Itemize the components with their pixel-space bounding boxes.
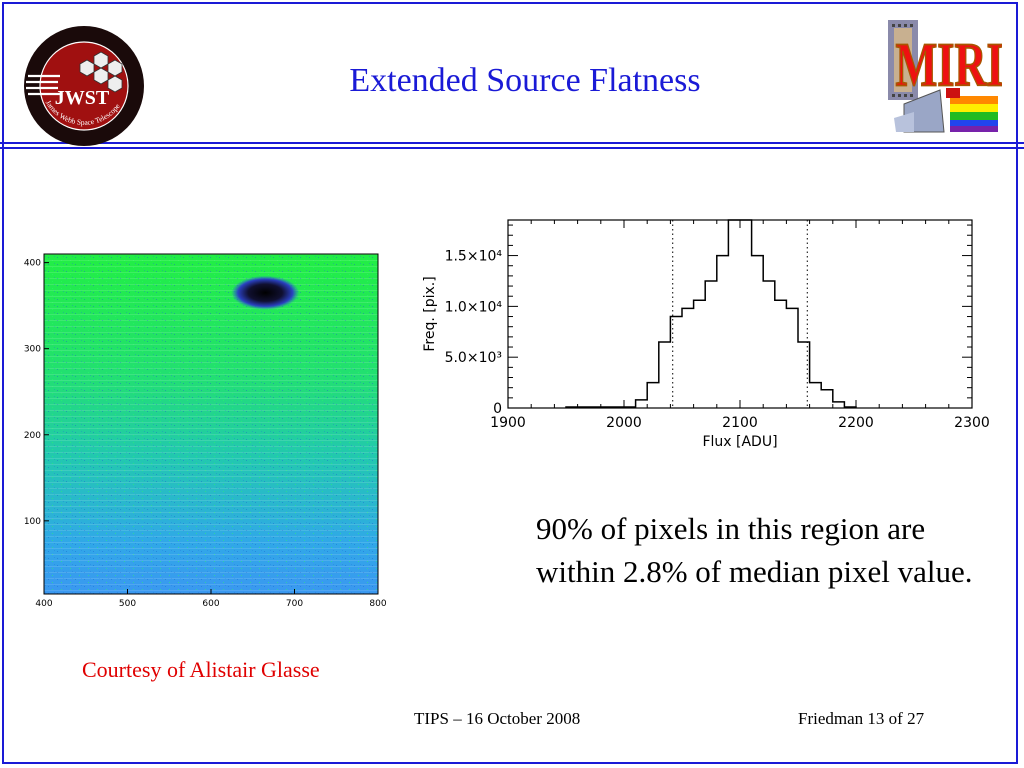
- y-tick-label: 0: [493, 401, 502, 417]
- header-rule-secondary: [0, 147, 1024, 149]
- x-tick-label: 2100: [722, 415, 758, 431]
- histogram-bin: [740, 220, 752, 408]
- histogram-bin: [810, 383, 822, 408]
- histogram-bin: [728, 220, 740, 408]
- heatmap-x-tick-label: 500: [119, 599, 136, 609]
- footer-page: Friedman 13 of 27: [798, 709, 925, 728]
- histogram-bin: [833, 402, 845, 408]
- miri-logo-icon: MIRI: [888, 20, 1002, 133]
- histogram-bin: [682, 308, 694, 408]
- y-tick-label: 5.0×10³: [445, 350, 502, 366]
- x-axis-label: Flux [ADU]: [702, 434, 777, 450]
- heatmap-x-tick-label: 600: [202, 599, 219, 609]
- y-axis-label: Freq. [pix.]: [422, 276, 438, 351]
- caption-text: 90% of pixels in this region are within …: [536, 511, 973, 589]
- heatmap-x-tick-label: 700: [286, 599, 303, 609]
- credit-text: Courtesy of Alistair Glasse: [82, 657, 320, 682]
- heatmap-y-tick-label: 400: [24, 259, 41, 269]
- histogram-bin: [670, 317, 682, 408]
- detector-heatmap: 400 500 600 700 800 100 200 300 400: [24, 253, 387, 609]
- x-tick-label: 1900: [490, 415, 526, 431]
- histogram-bin: [705, 281, 717, 408]
- y-tick-label: 1.0×10⁴: [445, 299, 503, 315]
- histogram-frame: [507, 219, 973, 409]
- flux-histogram: 1900 2000 2100 2200 2300 0 5.0×10³ 1.0×10⁴ 1.5×1…: [422, 219, 990, 450]
- histogram-bin: [752, 256, 764, 408]
- heatmap-scanlines: [44, 254, 378, 594]
- heatmap-dark-spot: [231, 275, 300, 310]
- heatmap-x-tick-label: 400: [35, 599, 52, 609]
- histogram-bin: [647, 383, 659, 408]
- x-tick-label: 2300: [954, 415, 990, 431]
- jwst-logo-text: JWST: [55, 87, 110, 109]
- histogram-bin: [717, 256, 729, 408]
- x-tick-label: 2000: [606, 415, 642, 431]
- heatmap-y-tick-label: 100: [24, 517, 41, 527]
- histogram-bin: [694, 300, 706, 408]
- histogram-bin: [786, 308, 798, 408]
- histogram-series: [565, 219, 857, 408]
- heatmap-x-tick-label: 800: [369, 599, 386, 609]
- heatmap-y-tick-label: 200: [24, 431, 41, 441]
- histogram-bin: [636, 400, 648, 408]
- histogram-bin: [798, 342, 810, 408]
- jwst-logo-icon: JWST James Webb Space Telescope: [24, 26, 144, 146]
- slide-title: Extended Source Flatness: [349, 62, 701, 99]
- histogram-bin: [763, 281, 775, 408]
- histogram-bin: [775, 300, 787, 408]
- y-tick-label: 1.5×10⁴: [445, 249, 503, 265]
- histogram-bin: [659, 342, 671, 408]
- histogram-bin: [821, 390, 833, 408]
- heatmap-y-tick-label: 300: [24, 345, 41, 355]
- x-tick-label: 2200: [838, 415, 874, 431]
- footer-date: TIPS – 16 October 2008: [414, 709, 581, 728]
- header-rule: [0, 142, 1024, 144]
